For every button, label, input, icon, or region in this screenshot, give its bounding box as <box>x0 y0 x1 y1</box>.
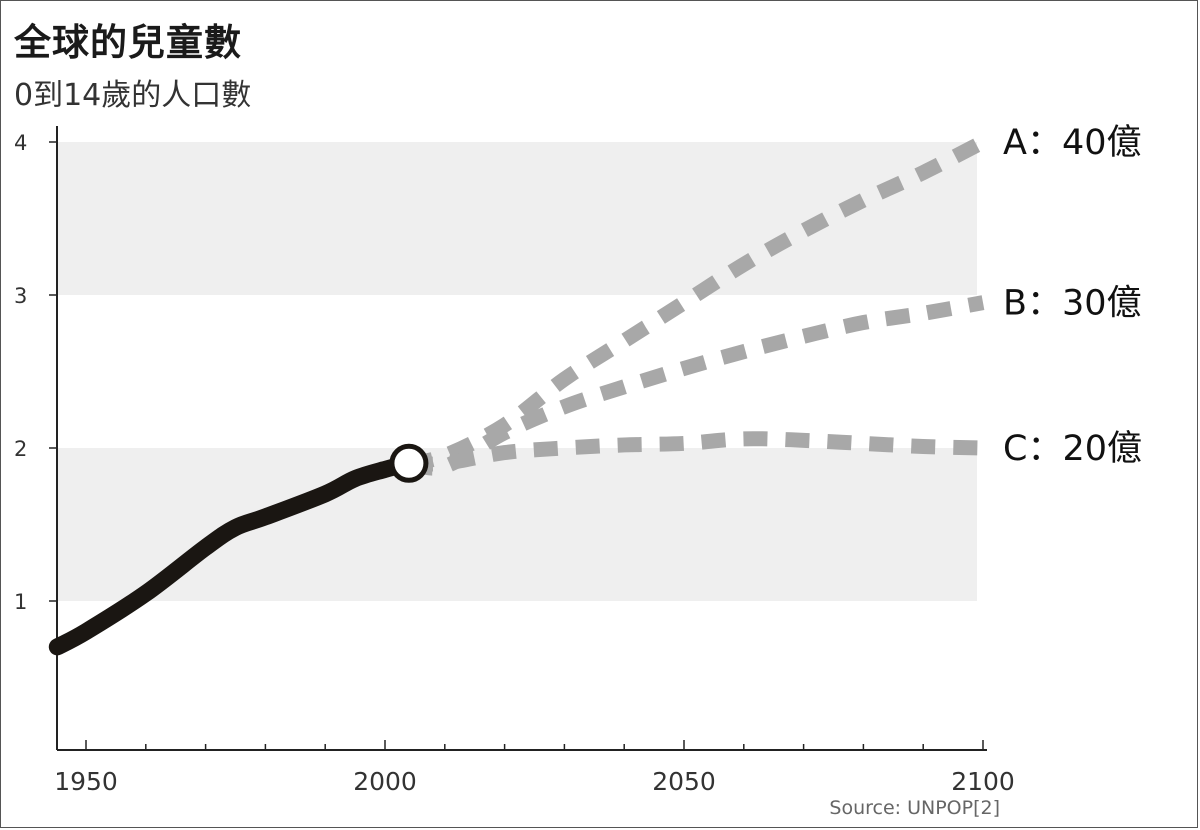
y-tick-label: 3 <box>14 284 27 308</box>
shaded-band-2 <box>57 142 977 295</box>
projection-line-c <box>408 431 984 472</box>
series-label-c: C：20億 <box>1003 429 1142 469</box>
x-tick-label: 1950 <box>54 767 118 796</box>
series-label-a: A：40億 <box>1003 123 1141 163</box>
projection-line-b <box>407 295 985 476</box>
x-tick-label: 2000 <box>353 767 417 796</box>
y-tick-label: 1 <box>14 590 27 614</box>
y-tick-label: 2 <box>14 437 27 461</box>
x-tick-label: 2100 <box>951 767 1015 796</box>
chart-subtitle: 0到14歲的人口數 <box>14 78 252 113</box>
source-note: Source: UNPOP[2] <box>829 797 1000 819</box>
chart-title: 全球的兒童數 <box>14 21 242 64</box>
x-tick-label: 2050 <box>652 767 716 796</box>
current-value-marker <box>389 443 429 483</box>
historical-line <box>48 454 418 656</box>
series-label-b: B：30億 <box>1003 284 1142 324</box>
shaded-band-1 <box>57 448 977 601</box>
y-tick-label: 4 <box>14 131 27 155</box>
